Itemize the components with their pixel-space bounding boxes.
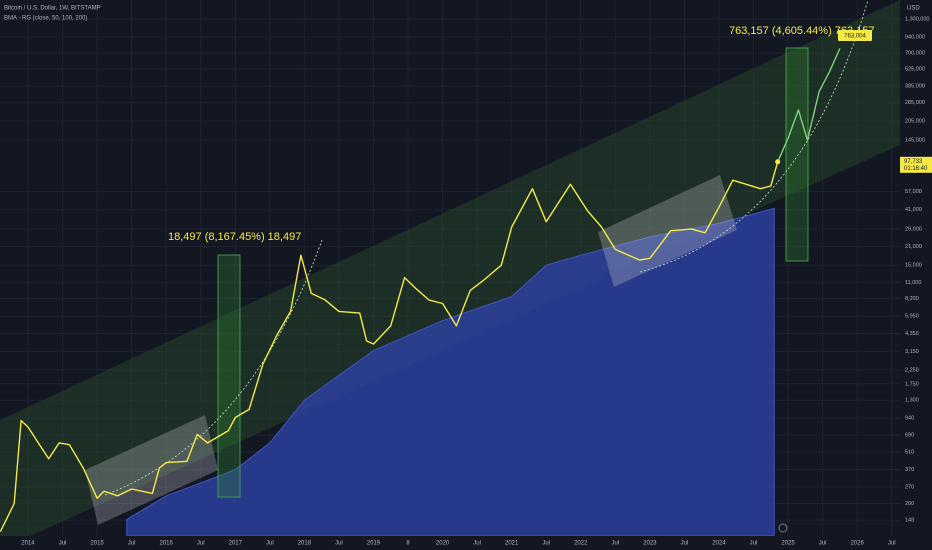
y-tick-label: 1,750 — [905, 381, 919, 387]
last-price-label: 97,733 — [904, 159, 923, 165]
y-tick-label: 15,000 — [905, 263, 922, 269]
y-tick-label: 385,000 — [905, 84, 925, 90]
y-tick-label: 2,250 — [905, 367, 919, 373]
price-line — [0, 161, 779, 533]
measure-range — [785, 47, 809, 262]
x-tick-label: 2015 — [90, 541, 104, 547]
y-tick-label: 8,200 — [905, 296, 919, 302]
x-tick-label: Jul — [266, 541, 274, 547]
measure-range — [217, 254, 241, 498]
x-tick-label: 2019 — [367, 541, 381, 547]
price-tooltip — [838, 30, 872, 41]
x-tick-label: 8 — [406, 541, 410, 547]
y-tick-label: 1,300,000 — [905, 16, 929, 22]
y-tick-label: 270 — [905, 484, 914, 490]
price-tooltip-text: 763,004 — [844, 34, 866, 40]
y-tick-label: 200 — [905, 501, 914, 507]
x-tick-label: 2014 — [21, 541, 35, 547]
measure-label: 18,497 (8,167.45%) 18,497 — [168, 231, 301, 243]
price-line — [777, 48, 841, 163]
x-tick-label: Jul — [542, 541, 550, 547]
x-tick-label: Jul — [888, 541, 896, 547]
y-tick-label: 57,000 — [905, 189, 922, 195]
curve-projection — [104, 239, 323, 496]
y-tick-label: 525,000 — [905, 66, 925, 72]
y-tick-label: 690 — [905, 433, 914, 439]
y-tick-label: 940 — [905, 416, 914, 422]
y-tick-label: 205,000 — [905, 118, 925, 124]
x-tick-label: 2022 — [574, 541, 588, 547]
y-tick-label: 285,000 — [905, 100, 925, 106]
x-tick-label: Jul — [128, 541, 136, 547]
x-tick-label: 2017 — [229, 541, 243, 547]
y-tick-label: 148 — [905, 518, 914, 524]
x-tick-label: 2026 — [850, 541, 864, 547]
time-axis — [0, 536, 932, 550]
currency: USD — [907, 6, 920, 12]
chart-title: Bitcoin / U.S. Dollar, 1W, BITSTAMP — [4, 6, 101, 12]
last-price-dot — [775, 159, 781, 165]
x-tick-label: Jul — [750, 541, 758, 547]
x-tick-label: Jul — [473, 541, 481, 547]
trend-channel — [0, 0, 900, 536]
x-tick-label: 2020 — [436, 541, 450, 547]
x-tick-label: 2023 — [643, 541, 657, 547]
y-tick-label: 3,150 — [905, 349, 919, 355]
ma-area-group — [126, 207, 775, 537]
y-tick-label: 41,000 — [905, 207, 922, 213]
x-tick-label: Jul — [335, 541, 343, 547]
x-tick-label: Jul — [681, 541, 689, 547]
consolidation-box — [598, 175, 737, 287]
x-tick-label: 2024 — [712, 541, 726, 547]
x-tick-label: 2021 — [505, 541, 519, 547]
axis-labels: 1,300,000 940,000 700,000 525,000 385,000 285… — [21, 16, 929, 546]
last-price-tag — [900, 156, 932, 173]
y-tick-label: 11,000 — [905, 280, 921, 286]
y-tick-label: 4,350 — [905, 331, 919, 337]
consolidation-box — [85, 415, 218, 525]
x-tick-label: Jul — [611, 541, 619, 547]
indicator-label: BMA - RG (close, 50, 100, 200) — [4, 16, 87, 22]
y-tick-label: 370 — [905, 467, 914, 473]
goto-button[interactable] — [778, 523, 788, 533]
x-tick-label: Jul — [59, 541, 67, 547]
y-tick-label: 510 — [905, 449, 914, 455]
price-axis — [900, 0, 932, 550]
lines — [0, 48, 841, 533]
y-tick-label: 29,000 — [905, 226, 922, 232]
x-tick-label: 2018 — [298, 541, 312, 547]
x-tick-label: Jul — [197, 541, 205, 547]
y-tick-label: 940,000 — [905, 34, 925, 40]
y-tick-label: 145,000 — [905, 137, 925, 143]
x-tick-label: Jul — [819, 541, 827, 547]
x-tick-label: 2025 — [781, 541, 795, 547]
y-tick-label: 1,300 — [905, 398, 919, 404]
y-tick-label: 21,000 — [905, 244, 922, 250]
ma-area — [126, 207, 775, 537]
y-tick-label: 700,000 — [905, 51, 925, 57]
x-tick-label: 2016 — [160, 541, 174, 547]
y-tick-label: 5,950 — [905, 314, 919, 320]
countdown: 01:16:40 — [904, 166, 928, 172]
